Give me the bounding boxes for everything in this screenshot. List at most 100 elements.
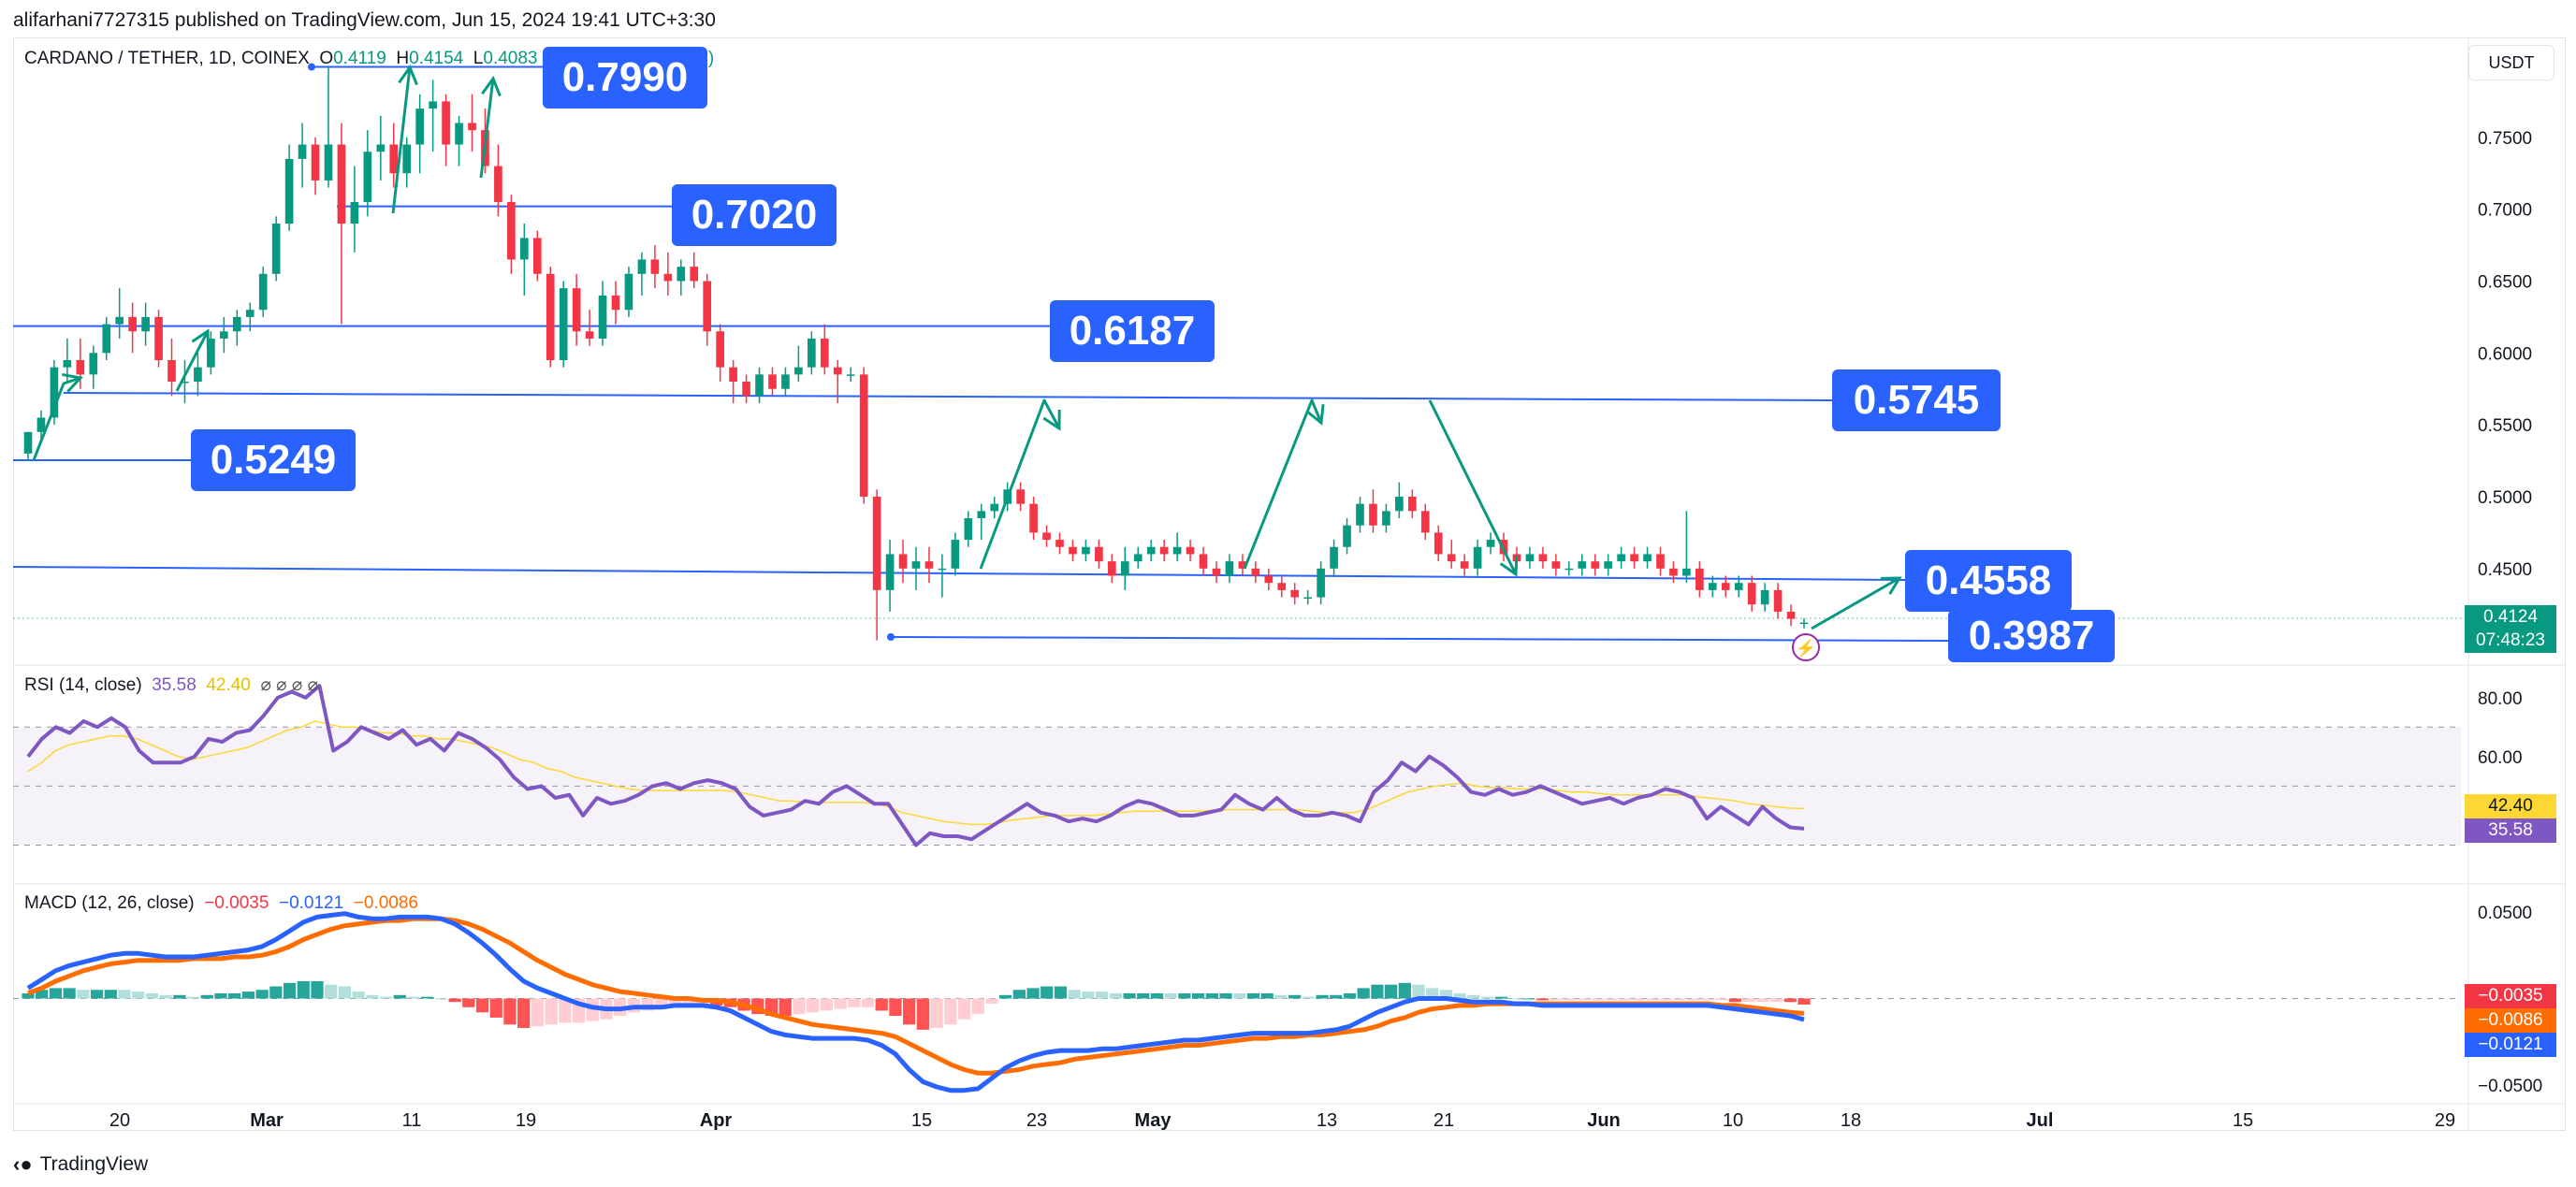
candle-body	[1460, 561, 1469, 569]
candle-body	[1172, 546, 1182, 555]
candle-body	[990, 503, 999, 512]
candle-body	[546, 273, 555, 360]
price-tick: 0.5500	[2478, 416, 2532, 436]
time-tick: 18	[1841, 1110, 1861, 1131]
macd-signal-tag: −0.0086	[2465, 1008, 2556, 1033]
macd-hist-bar	[22, 992, 35, 999]
macd-hist-bar	[421, 996, 434, 999]
rsi-settings-icons[interactable]: ⌀ ⌀ ⌀ ⌀	[260, 675, 319, 695]
macd-hist-bar	[531, 998, 545, 1027]
macd-hist-bar	[1797, 998, 1811, 1005]
macd-hist-bar	[834, 998, 847, 1009]
candle-body	[1773, 589, 1783, 612]
macd-tag: −0.0121	[2465, 1033, 2556, 1057]
macd-hist-value: −0.0035	[204, 893, 269, 913]
rsi-ma-value: 42.40	[206, 675, 251, 695]
current-price-tag: 0.4124	[2465, 605, 2556, 630]
macd-hist-bar	[489, 998, 502, 1018]
macd-hist-bar	[269, 986, 283, 999]
candle-body	[1212, 568, 1221, 576]
projection-arrows: ⚡	[32, 64, 1902, 661]
macd-hist-bar	[1343, 992, 1357, 999]
macd-hist-bar	[820, 998, 833, 1011]
price-tick: 0.6000	[2478, 344, 2532, 364]
candle-body	[36, 417, 46, 432]
candle-body	[808, 338, 816, 368]
macd-hist-bar	[1605, 998, 1618, 1001]
candle-body	[677, 267, 686, 282]
macd-hist-bar	[338, 986, 352, 999]
candle-body	[572, 288, 581, 332]
candle-body	[1108, 561, 1116, 576]
candle-body	[585, 331, 594, 339]
candle-body	[1395, 496, 1404, 512]
macd-hist-bar	[214, 992, 227, 999]
macd-hist-bar	[1302, 996, 1315, 999]
candle-body	[1434, 532, 1443, 555]
price-badge-6187: 0.6187	[1050, 300, 1215, 362]
macd-hist-bar	[352, 992, 365, 999]
candle-body	[50, 367, 59, 418]
candle-body	[977, 511, 986, 519]
time-tick: Jun	[1587, 1110, 1621, 1131]
macd-hist-bar	[1715, 998, 1728, 1001]
macd-hist-bar	[1467, 994, 1480, 999]
candle-body	[1146, 546, 1156, 555]
macd-hist-bar	[434, 998, 448, 1000]
rsi-band	[13, 726, 2461, 846]
candle-body	[128, 316, 137, 332]
countdown-tag: 07:48:23	[2465, 629, 2556, 653]
macd-hist-bar	[1550, 998, 1563, 1001]
time-tick: 15	[2233, 1110, 2253, 1131]
high-label: H	[396, 49, 410, 68]
macd-hist-bar	[999, 994, 1012, 999]
macd-hist-bar	[1054, 986, 1068, 999]
macd-hist-bar	[1371, 984, 1384, 999]
macd-hist-bar	[462, 998, 475, 1007]
candle-body	[402, 144, 412, 174]
macd-hist-bar	[668, 998, 682, 1006]
candle-body	[1734, 583, 1743, 590]
time-tick: 23	[1026, 1110, 1047, 1131]
macd-signal-value: −0.0086	[353, 893, 418, 913]
candle-body	[415, 109, 425, 145]
arrow-up-5	[979, 398, 1061, 570]
macd-hist-bar	[475, 998, 489, 1013]
currency-button[interactable]: USDT	[2468, 45, 2554, 80]
macd-hist-bar	[159, 994, 172, 999]
candle-body	[611, 295, 620, 311]
candle-body	[663, 273, 673, 282]
macd-hist-bar	[1246, 992, 1260, 999]
arrow-up-2-head	[191, 328, 210, 351]
candle-body	[154, 316, 163, 360]
macd-hist-bar	[985, 998, 998, 1005]
candle-body	[1525, 554, 1535, 562]
macd-hist-bar	[1123, 992, 1136, 999]
macd-hist-bar	[1687, 998, 1700, 1001]
candle-body	[23, 431, 33, 454]
candle-body	[1656, 554, 1665, 569]
candle-body	[598, 295, 607, 339]
candle-body	[1760, 589, 1769, 605]
macd-hist-bar	[503, 998, 517, 1025]
macd-tick: −0.0500	[2478, 1077, 2542, 1096]
macd-hist-bar	[930, 998, 943, 1029]
macd-hist-bar	[49, 988, 63, 999]
macd-hist-bar	[807, 998, 820, 1013]
candle-body	[885, 554, 895, 590]
candle-body	[820, 338, 829, 368]
candle-body	[1447, 554, 1456, 562]
macd-hist-bar	[1191, 992, 1205, 999]
arrow-up-6	[1243, 398, 1323, 570]
candle-body	[1747, 583, 1756, 605]
tradingview-logo-icon: ‹●	[13, 1152, 33, 1176]
candle-body	[284, 158, 294, 224]
macd-hist-bar	[1219, 992, 1232, 999]
macd-hist-bar	[1357, 988, 1370, 999]
price-badge-5249: 0.5249	[191, 429, 356, 491]
macd-hist-bar	[916, 998, 929, 1030]
footer-brand[interactable]: ‹● TradingView	[13, 1152, 148, 1177]
macd-hist-bar	[1384, 984, 1398, 999]
alert-icon	[1792, 633, 1820, 661]
